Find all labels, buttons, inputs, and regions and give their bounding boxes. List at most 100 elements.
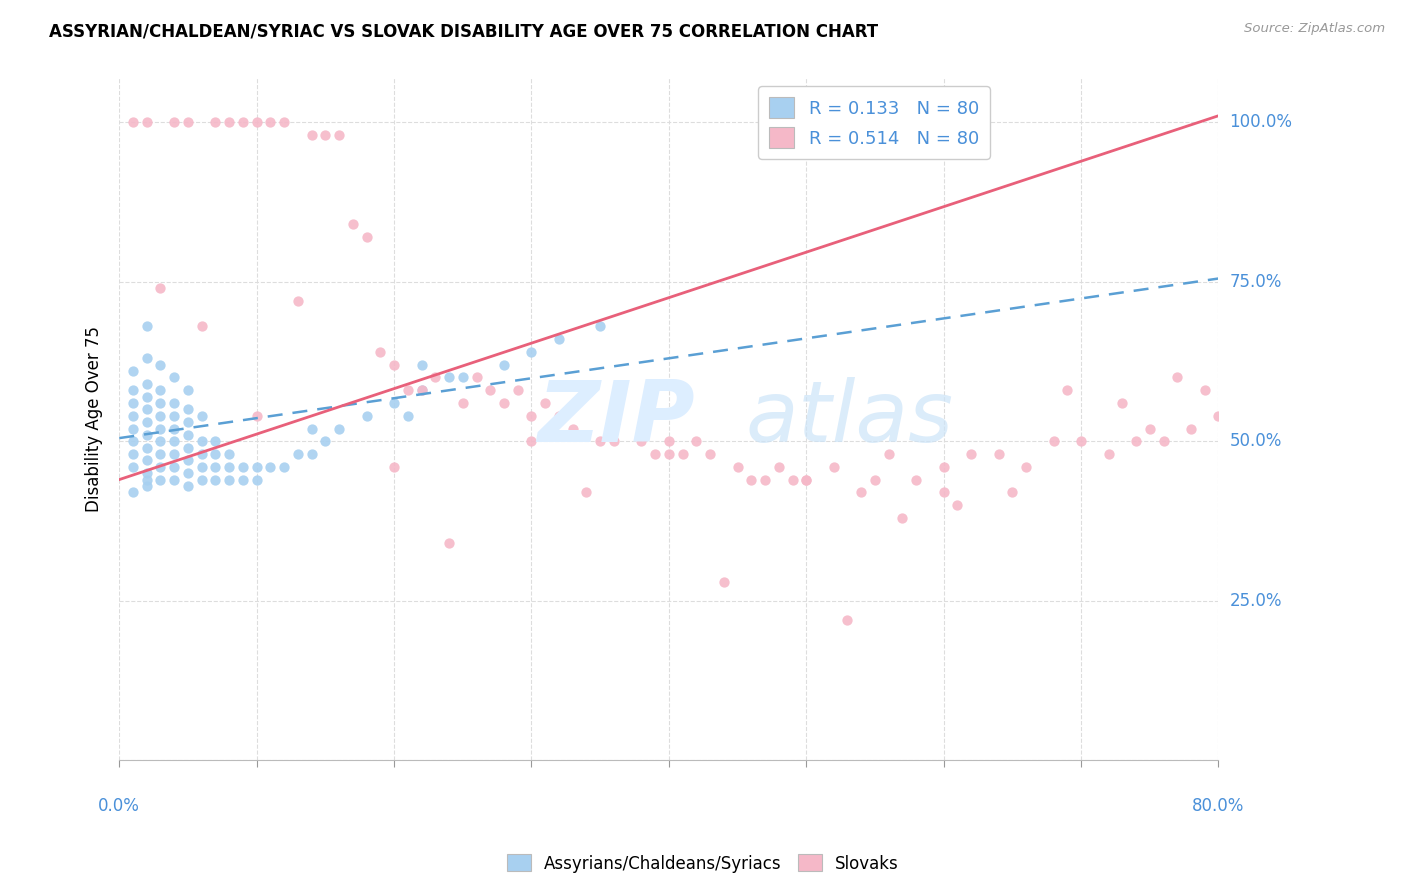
Point bbox=[1125, 434, 1147, 449]
Point bbox=[328, 128, 350, 142]
Point bbox=[163, 473, 186, 487]
Point bbox=[727, 459, 749, 474]
Point bbox=[671, 447, 693, 461]
Legend: R = 0.133   N = 80, R = 0.514   N = 80: R = 0.133 N = 80, R = 0.514 N = 80 bbox=[758, 87, 990, 159]
Point bbox=[932, 459, 955, 474]
Point bbox=[877, 447, 900, 461]
Point bbox=[122, 459, 145, 474]
Point bbox=[658, 447, 681, 461]
Point bbox=[190, 409, 212, 423]
Point bbox=[685, 434, 707, 449]
Point bbox=[246, 459, 269, 474]
Point bbox=[122, 434, 145, 449]
Point bbox=[204, 459, 226, 474]
Point bbox=[451, 396, 474, 410]
Point bbox=[177, 402, 200, 417]
Point bbox=[177, 453, 200, 467]
Text: 80.0%: 80.0% bbox=[1192, 797, 1244, 814]
Point bbox=[1015, 459, 1038, 474]
Point bbox=[218, 115, 240, 129]
Point bbox=[314, 128, 336, 142]
Point bbox=[122, 383, 145, 397]
Point bbox=[273, 459, 295, 474]
Point bbox=[149, 473, 172, 487]
Point bbox=[548, 409, 571, 423]
Point bbox=[149, 396, 172, 410]
Point bbox=[451, 370, 474, 384]
Point bbox=[863, 473, 886, 487]
Point bbox=[520, 409, 543, 423]
Point bbox=[135, 351, 157, 366]
Point bbox=[382, 459, 405, 474]
Point bbox=[204, 473, 226, 487]
Point bbox=[1139, 421, 1161, 435]
Legend: Assyrians/Chaldeans/Syriacs, Slovaks: Assyrians/Chaldeans/Syriacs, Slovaks bbox=[501, 847, 905, 880]
Point bbox=[163, 370, 186, 384]
Point bbox=[1097, 447, 1119, 461]
Point bbox=[891, 511, 914, 525]
Point bbox=[520, 434, 543, 449]
Point bbox=[122, 409, 145, 423]
Point bbox=[356, 409, 378, 423]
Point bbox=[177, 441, 200, 455]
Point bbox=[589, 434, 612, 449]
Point bbox=[905, 473, 928, 487]
Text: 100.0%: 100.0% bbox=[1230, 113, 1292, 131]
Point bbox=[190, 447, 212, 461]
Point bbox=[149, 421, 172, 435]
Point bbox=[135, 466, 157, 480]
Point bbox=[492, 358, 515, 372]
Point bbox=[520, 345, 543, 359]
Point bbox=[644, 447, 666, 461]
Point bbox=[754, 473, 776, 487]
Point bbox=[149, 358, 172, 372]
Point bbox=[548, 332, 571, 346]
Point bbox=[492, 396, 515, 410]
Point bbox=[465, 370, 488, 384]
Point bbox=[149, 281, 172, 295]
Point bbox=[259, 459, 281, 474]
Point bbox=[301, 447, 323, 461]
Point bbox=[163, 434, 186, 449]
Point bbox=[1208, 409, 1230, 423]
Point bbox=[273, 115, 295, 129]
Point bbox=[246, 473, 269, 487]
Point bbox=[190, 473, 212, 487]
Point bbox=[149, 459, 172, 474]
Point bbox=[190, 434, 212, 449]
Point bbox=[135, 115, 157, 129]
Point bbox=[204, 447, 226, 461]
Point bbox=[437, 536, 460, 550]
Point bbox=[218, 473, 240, 487]
Point bbox=[163, 115, 186, 129]
Point bbox=[135, 402, 157, 417]
Point bbox=[232, 473, 254, 487]
Point bbox=[122, 115, 145, 129]
Point bbox=[425, 370, 447, 384]
Text: Source: ZipAtlas.com: Source: ZipAtlas.com bbox=[1244, 22, 1385, 36]
Text: 50.0%: 50.0% bbox=[1230, 433, 1282, 450]
Point bbox=[382, 358, 405, 372]
Point bbox=[411, 383, 433, 397]
Point bbox=[794, 473, 817, 487]
Point bbox=[534, 396, 557, 410]
Point bbox=[122, 364, 145, 378]
Point bbox=[163, 421, 186, 435]
Point bbox=[149, 409, 172, 423]
Point bbox=[314, 434, 336, 449]
Point bbox=[837, 613, 859, 627]
Text: 0.0%: 0.0% bbox=[98, 797, 141, 814]
Point bbox=[177, 383, 200, 397]
Point bbox=[575, 485, 598, 500]
Point bbox=[190, 459, 212, 474]
Point bbox=[1070, 434, 1092, 449]
Point bbox=[1166, 370, 1188, 384]
Point bbox=[135, 319, 157, 334]
Point bbox=[135, 376, 157, 391]
Point bbox=[259, 115, 281, 129]
Point bbox=[135, 473, 157, 487]
Point bbox=[204, 115, 226, 129]
Point bbox=[437, 370, 460, 384]
Point bbox=[177, 479, 200, 493]
Point bbox=[163, 409, 186, 423]
